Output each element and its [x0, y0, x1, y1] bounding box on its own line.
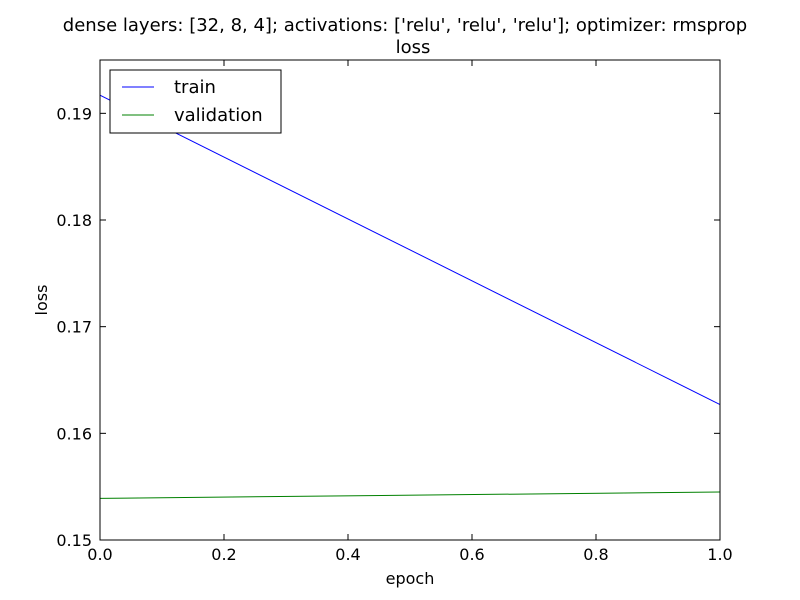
y-tick-label: 0.19 [56, 104, 92, 123]
y-tick-label: 0.15 [56, 531, 92, 550]
legend: train validation [109, 69, 282, 134]
y-tick-label: 0.18 [56, 211, 92, 230]
x-tick-label: 1.0 [707, 545, 732, 564]
series-line-validation [99, 491, 721, 499]
x-tick-label: 0.2 [211, 545, 236, 564]
x-tick-label: 0.0 [87, 545, 112, 564]
plot-frame [99, 59, 721, 541]
legend-frame [109, 69, 282, 134]
x-tick-label: 0.6 [459, 545, 484, 564]
tick-layer: 0.0 0.2 0.4 0.6 0.8 1.0 0.15 0.16 0.17 0.18 0.19 [56, 60, 733, 564]
plot-area [100, 60, 720, 540]
y-axis-label: loss [32, 285, 51, 316]
legend-label-train: train [174, 77, 216, 98]
x-tick-label: 0.4 [335, 545, 360, 564]
chart-title: dense layers: [32, 8, 4]; activations: [… [63, 15, 747, 36]
x-axis-label: epoch [386, 569, 435, 588]
series-layer [99, 94, 721, 499]
y-tick-label: 0.16 [56, 424, 92, 443]
legend-label-validation: validation [174, 105, 263, 126]
series-line-train [99, 94, 721, 405]
x-tick-label: 0.8 [583, 545, 608, 564]
chart-subtitle: loss [396, 37, 431, 58]
y-tick-label: 0.17 [56, 318, 92, 337]
